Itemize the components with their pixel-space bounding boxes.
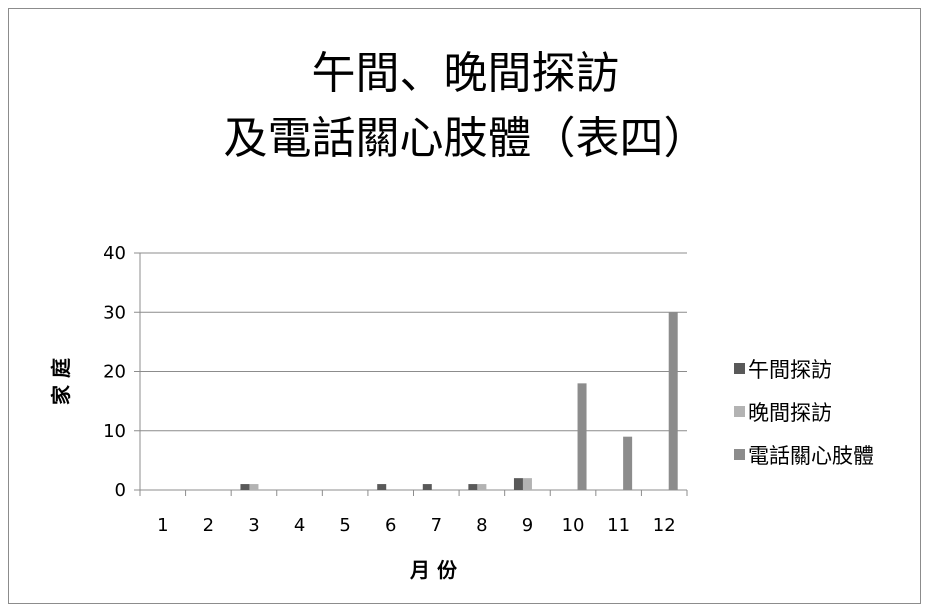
bar xyxy=(623,436,633,490)
bar xyxy=(577,383,587,490)
legend-label: 電話關心肢體 xyxy=(748,444,874,468)
bar xyxy=(377,484,387,490)
x-tick-label: 7 xyxy=(431,515,442,536)
x-tick-label: 10 xyxy=(562,515,585,536)
bar xyxy=(249,484,259,490)
y-tick-label: 40 xyxy=(103,243,126,264)
x-tick-label: 3 xyxy=(248,515,259,536)
chart-title-line-1: 午間、晚間探訪 xyxy=(311,48,620,99)
bar xyxy=(522,478,532,490)
legend-swatch xyxy=(734,449,745,460)
x-tick-label: 5 xyxy=(339,515,350,536)
x-tick-label: 12 xyxy=(653,515,676,536)
x-tick-label: 8 xyxy=(476,515,487,536)
x-tick-label: 2 xyxy=(203,515,214,536)
bar xyxy=(668,312,678,490)
bar xyxy=(477,484,487,490)
x-tick-label: 4 xyxy=(294,515,305,536)
y-tick-label: 10 xyxy=(103,421,126,442)
bar xyxy=(513,478,523,490)
x-tick-label: 1 xyxy=(157,515,168,536)
y-tick-label: 0 xyxy=(115,480,126,501)
legend-label: 午間探訪 xyxy=(748,358,832,382)
x-tick-label: 11 xyxy=(607,515,630,536)
bar xyxy=(422,484,432,490)
chart-frame xyxy=(8,8,921,604)
legend-swatch xyxy=(734,363,745,374)
bar xyxy=(240,484,250,490)
y-axis-title: 家 庭 xyxy=(49,358,73,405)
x-axis-title: 月 份 xyxy=(409,558,458,582)
y-tick-label: 20 xyxy=(103,362,126,383)
x-tick-label: 6 xyxy=(385,515,396,536)
legend-swatch xyxy=(734,406,745,417)
x-tick-label: 9 xyxy=(522,515,533,536)
y-tick-label: 30 xyxy=(103,302,126,323)
chart-title-line-2: 及電話關心肢體（表四） xyxy=(223,113,708,164)
legend-label: 晚間探訪 xyxy=(748,401,832,425)
bar xyxy=(468,484,478,490)
